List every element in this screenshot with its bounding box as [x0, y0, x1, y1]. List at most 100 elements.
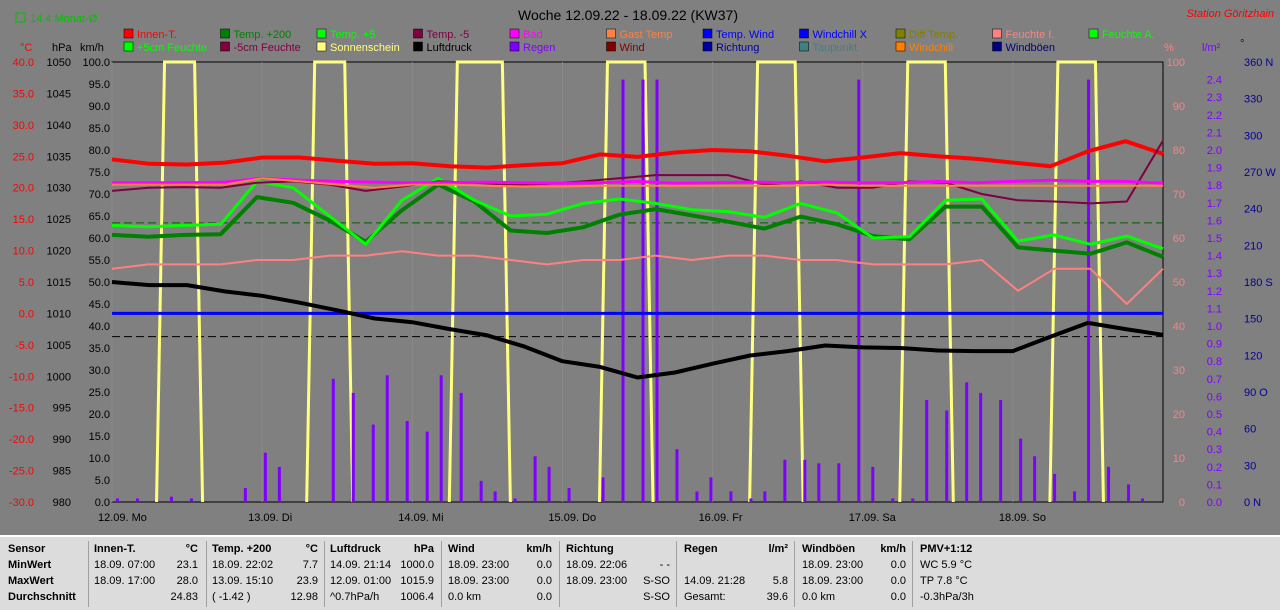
celsius-tick-label: 30.0 [13, 120, 34, 132]
rain-tick-label: 0.0 [1207, 497, 1222, 509]
rain-bar [763, 491, 767, 502]
monat-checkbox[interactable] [15, 12, 26, 23]
stats-date: 12.09. 01:00 [330, 575, 392, 587]
stats-value: 0.0 [890, 575, 906, 587]
x-tick-label: 17.09. Sa [849, 512, 897, 524]
rain-bar [189, 498, 193, 502]
rain-tick-label: 0.1 [1207, 479, 1222, 491]
legend-swatch [606, 41, 616, 52]
rain-tick-label: 0.7 [1207, 374, 1222, 386]
celsius-tick-label: -25.0 [9, 466, 34, 478]
stats-header: Sensor [8, 543, 46, 555]
rain-bar [999, 399, 1003, 502]
rain-tick-label: 2.3 [1207, 92, 1222, 104]
stats-date: 14.09. 21:28 [684, 575, 746, 587]
rain-tick-label: 1.6 [1207, 215, 1222, 227]
rain-bar [749, 498, 753, 502]
celsius-tick-label: 40.0 [13, 57, 34, 69]
stats-value: 24.83 [170, 591, 198, 603]
stats-value: 12.98 [290, 591, 318, 603]
rain-bar [513, 498, 517, 502]
unit-deg: ° [1240, 38, 1244, 50]
stats-date: 18.09. 23:00 [802, 559, 864, 571]
stats-col-windboeen: Windböen km/h 18.09. 23:00 0.0 18.09. 23:0… [802, 541, 906, 605]
stats-date: 18.09. 07:00 [94, 559, 156, 571]
kmh-tick-label: 85.0 [89, 123, 110, 135]
rain-bar [169, 496, 173, 502]
unit-lm2: l/m² [1202, 42, 1221, 54]
rain-bar [925, 399, 929, 502]
percent-tick-label: 90 [1173, 101, 1185, 113]
rain-bar [479, 480, 483, 502]
hpa-tick-label: 1025 [47, 214, 71, 226]
stats-header: Wind [448, 543, 475, 555]
direction-tick-label: 270 W [1244, 167, 1276, 179]
plot-area [111, 61, 1164, 503]
rain-bar [1019, 438, 1023, 502]
legend-swatch [702, 28, 713, 39]
legend-label: Wind [620, 42, 645, 54]
stats-date: 14.09. 21:14 [330, 559, 392, 571]
stats-table: Sensor MinWert MaxWert Durchschnitt Inne… [0, 535, 1280, 610]
legend-label: Temp. +200 [234, 29, 292, 41]
celsius-tick-label: -10.0 [9, 371, 34, 383]
legend-label: +5cm Feuchte [137, 42, 207, 54]
celsius-tick-label: 5.0 [19, 277, 34, 289]
celsius-tick-label: 20.0 [13, 183, 34, 195]
stats-header: PMV+1:12 [920, 543, 973, 555]
stats-row-label: MinWert [8, 559, 52, 571]
rain-bar [277, 466, 281, 502]
series-sonnenschein [155, 60, 1105, 503]
legend-label: Windchill X [813, 29, 868, 41]
percent-tick-label: 70 [1173, 189, 1185, 201]
stats-value: 1000.0 [400, 559, 434, 571]
stats-date: 18.09. 22:02 [212, 559, 274, 571]
stats-date: Gesamt: [684, 591, 726, 603]
legend-swatch [895, 41, 906, 52]
rain-tick-label: 2.4 [1207, 75, 1222, 87]
stats-date: TP 7.8 °C [920, 575, 968, 587]
hpa-tick-label: 1020 [47, 246, 71, 258]
rain-bar [439, 375, 443, 502]
x-tick-label: 18.09. So [999, 512, 1046, 524]
rain-bar [567, 487, 571, 502]
legend-label: Temp. -5 [427, 29, 470, 41]
stats-date: 18.09. 22:06 [566, 559, 628, 571]
legend-swatch [220, 41, 230, 52]
legend-swatch [509, 41, 520, 52]
stats-header: Windböen [802, 543, 856, 555]
celsius-tick-label: 25.0 [13, 151, 34, 163]
unit-percent: % [1164, 42, 1174, 54]
hpa-tick-label: 1050 [47, 57, 71, 69]
stats-unit: °C [185, 543, 198, 555]
rain-tick-label: 2.2 [1207, 110, 1222, 122]
rain-bar [641, 79, 645, 502]
stats-date: WC 5.9 °C [920, 559, 973, 571]
stats-value: 1006.4 [400, 591, 434, 603]
kmh-tick-label: 40.0 [89, 321, 110, 333]
legend-swatch [992, 28, 1002, 39]
legend-swatch [1088, 28, 1099, 39]
stats-date: 13.09. 15:10 [212, 575, 274, 587]
stats-col-temp200: Temp. +200 °C 18.09. 22:02 7.7 13.09. 15:1… [212, 541, 318, 605]
hpa-tick-label: 995 [53, 403, 71, 415]
percent-tick-label: 60 [1173, 233, 1185, 245]
rain-bar [621, 79, 625, 502]
legend-label: Temp. +5 [330, 29, 376, 41]
rain-tick-label: 1.9 [1207, 163, 1222, 175]
rain-bar [1087, 79, 1091, 502]
percent-tick-label: 20 [1173, 409, 1185, 421]
rain-bar [385, 375, 389, 502]
direction-tick-label: 180 S [1244, 277, 1273, 289]
unit-hpa: hPa [52, 42, 72, 54]
rain-bar [331, 378, 335, 502]
stats-value: 0.0 [890, 591, 906, 603]
rain-bar [493, 491, 497, 502]
rain-bar [891, 498, 895, 502]
rain-bar [1073, 491, 1077, 502]
stats-date: 0.0 km [802, 591, 836, 603]
direction-tick-label: 360 N [1244, 57, 1273, 69]
stats-date: 18.09. 23:00 [448, 575, 510, 587]
legend-label: Feuchte I. [1006, 29, 1055, 41]
legend-swatch [123, 41, 134, 52]
